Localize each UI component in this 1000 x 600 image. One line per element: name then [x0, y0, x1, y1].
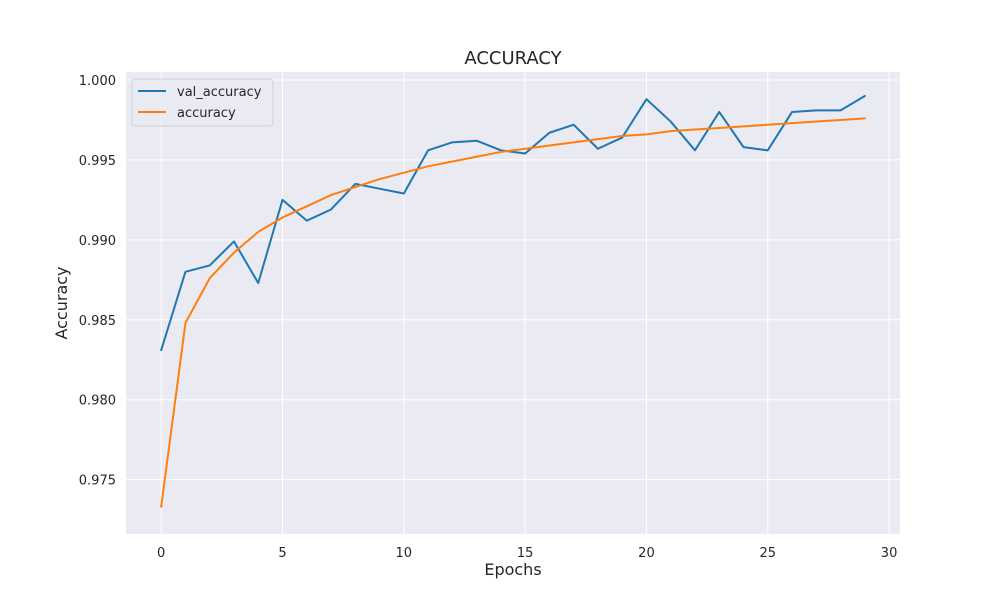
legend: val_accuracy accuracy [131, 78, 274, 127]
x-tick-label: 5 [278, 546, 286, 561]
x-tick-label: 20 [638, 546, 655, 561]
x-tick-label: 0 [157, 546, 165, 561]
y-tick-label: 0.990 [79, 234, 116, 249]
y-tick-label: 0.985 [79, 314, 116, 329]
legend-label-accuracy: accuracy [177, 106, 236, 121]
y-axis-label: Accuracy [52, 266, 71, 339]
plot-area [126, 72, 900, 534]
x-tick-label: 10 [396, 546, 413, 561]
y-tick-label: 0.975 [79, 474, 116, 489]
legend-box [131, 78, 274, 127]
series-lines [160, 94, 866, 508]
series-line-accuracy [160, 117, 866, 508]
legend-label-val-accuracy: val_accuracy [177, 85, 262, 100]
x-axis-label: Epochs [484, 560, 541, 579]
x-tick-label: 25 [759, 546, 776, 561]
y-tick-label: 0.980 [79, 394, 116, 409]
x-tick-labels: 0 5 10 15 20 25 30 [157, 546, 897, 561]
y-tick-labels: 0.975 0.980 0.985 0.990 0.995 1.000 [79, 74, 116, 489]
x-tick-label: 15 [517, 546, 534, 561]
y-tick-label: 0.995 [79, 154, 116, 169]
y-tick-label: 1.000 [79, 74, 116, 89]
x-tick-label: 30 [881, 546, 898, 561]
chart-title: ACCURACY [464, 48, 562, 69]
series-line-val-accuracy [160, 94, 866, 352]
